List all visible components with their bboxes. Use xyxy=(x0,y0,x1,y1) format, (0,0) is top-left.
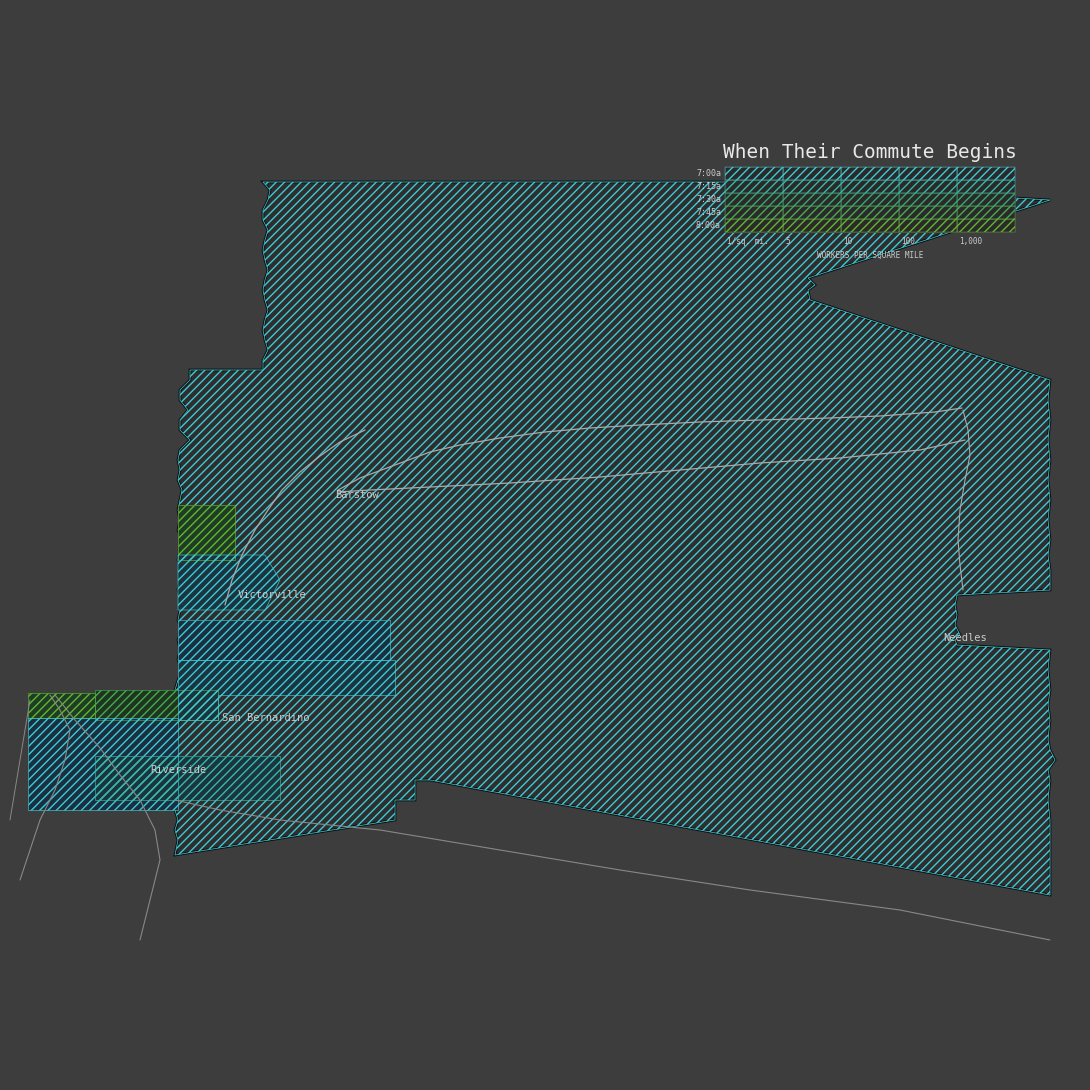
Bar xyxy=(783,167,841,180)
Text: Needles: Needles xyxy=(943,633,986,643)
Bar xyxy=(783,206,841,219)
Polygon shape xyxy=(95,690,218,720)
Bar xyxy=(841,167,899,180)
Bar xyxy=(957,180,1015,193)
Bar xyxy=(957,180,1015,193)
Text: Barstow: Barstow xyxy=(335,490,378,500)
Bar xyxy=(957,219,1015,232)
Bar xyxy=(899,180,957,193)
Text: When Their Commute Begins: When Their Commute Begins xyxy=(723,144,1017,162)
Bar xyxy=(783,219,841,232)
Bar xyxy=(841,193,899,206)
Bar xyxy=(957,219,1015,232)
Text: 10: 10 xyxy=(843,237,852,246)
Text: 7:30a: 7:30a xyxy=(697,195,720,204)
Bar xyxy=(841,180,899,193)
Polygon shape xyxy=(28,693,95,718)
Bar xyxy=(725,219,783,232)
Bar xyxy=(725,193,783,206)
Bar xyxy=(783,206,841,219)
Text: 7:00a: 7:00a xyxy=(697,169,720,178)
Polygon shape xyxy=(178,661,395,720)
Text: 1/sq. mi.: 1/sq. mi. xyxy=(727,237,768,246)
Bar xyxy=(957,167,1015,180)
Bar xyxy=(725,193,783,206)
Text: 1,000: 1,000 xyxy=(959,237,982,246)
Bar xyxy=(957,193,1015,206)
Bar xyxy=(957,167,1015,180)
Bar xyxy=(841,206,899,219)
Polygon shape xyxy=(95,756,280,800)
Bar xyxy=(725,180,783,193)
Bar xyxy=(725,206,783,219)
Bar xyxy=(841,167,899,180)
Bar xyxy=(725,167,783,180)
Bar xyxy=(957,206,1015,219)
Bar xyxy=(899,206,957,219)
Polygon shape xyxy=(178,505,235,560)
Bar xyxy=(725,206,783,219)
Bar xyxy=(957,193,1015,206)
Text: Victorville: Victorville xyxy=(238,590,306,600)
Polygon shape xyxy=(178,620,390,661)
Text: 7:15a: 7:15a xyxy=(697,182,720,191)
Bar xyxy=(899,193,957,206)
Bar xyxy=(725,167,783,180)
Text: Riverside: Riverside xyxy=(150,765,206,775)
Bar xyxy=(783,193,841,206)
Bar xyxy=(725,219,783,232)
Text: WORKERS PER SQUARE MILE: WORKERS PER SQUARE MILE xyxy=(816,251,923,261)
Bar xyxy=(899,206,957,219)
Bar xyxy=(783,219,841,232)
Bar xyxy=(841,219,899,232)
Text: 8:00a: 8:00a xyxy=(697,221,720,230)
Text: 7:45a: 7:45a xyxy=(697,208,720,217)
Text: San Bernardino: San Bernardino xyxy=(222,713,310,723)
Bar xyxy=(899,167,957,180)
Bar xyxy=(841,193,899,206)
Text: 5: 5 xyxy=(785,237,789,246)
Bar xyxy=(783,193,841,206)
Polygon shape xyxy=(178,555,280,610)
Bar xyxy=(899,193,957,206)
Bar xyxy=(899,180,957,193)
Bar xyxy=(783,180,841,193)
Bar xyxy=(783,180,841,193)
Bar xyxy=(725,180,783,193)
Bar xyxy=(783,167,841,180)
Polygon shape xyxy=(175,182,1055,895)
Bar xyxy=(841,180,899,193)
Polygon shape xyxy=(28,718,178,810)
Bar xyxy=(957,206,1015,219)
Text: 100: 100 xyxy=(901,237,915,246)
Bar xyxy=(841,206,899,219)
Bar xyxy=(899,167,957,180)
Bar xyxy=(899,219,957,232)
Bar xyxy=(899,219,957,232)
Bar xyxy=(841,219,899,232)
